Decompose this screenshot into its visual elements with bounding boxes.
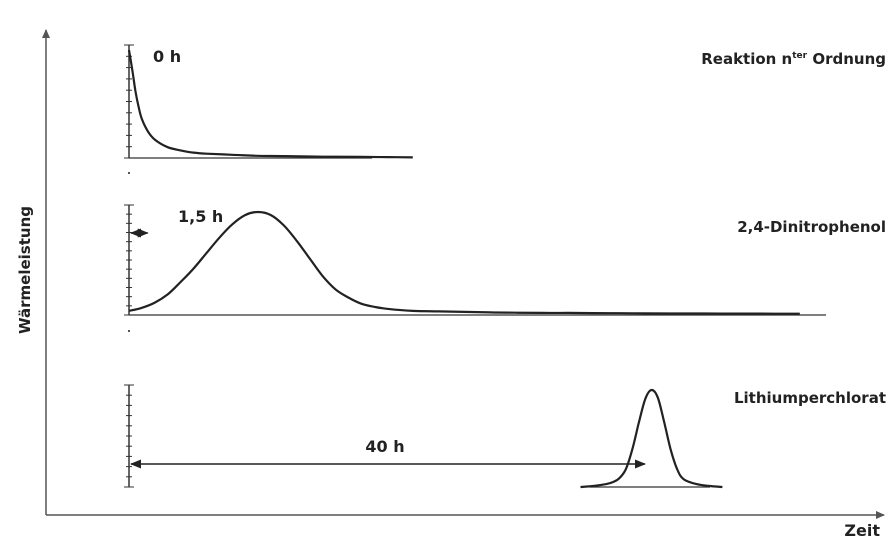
curve-nth-order: [127, 49, 413, 159]
panel-1-label-sup: ter: [792, 51, 807, 61]
panel-lithiumperchlorat: 40 h Lithiumperchlorat: [124, 384, 886, 489]
annotation-40h: 40 h: [365, 437, 404, 456]
curve-lithiumperchlorat: [580, 388, 723, 489]
annotation-0h: 0 h: [153, 47, 181, 66]
panel-dinitrophenol: 1,5 h 2,4-Dinitrophenol: [124, 204, 886, 332]
panel-2-label: 2,4-Dinitrophenol: [737, 218, 886, 236]
panel-2-dot: [128, 330, 130, 332]
panel-1-label: Reaktion nter Ordnung: [701, 50, 886, 68]
curve-dinitrophenol: [128, 210, 800, 315]
y-axis-label: Wärmeleistung: [16, 206, 34, 334]
annotation-1-5h: 1,5 h: [178, 207, 223, 226]
panel-1-label-tail: Ordnung: [807, 50, 886, 68]
panel-nth-order: 0 h Reaktion nter Ordnung: [124, 44, 886, 174]
panel-1-label-main: Reaktion n: [701, 50, 792, 68]
panel-3-label: Lithiumperchlorat: [734, 389, 886, 407]
x-axis-label: Zeit: [844, 521, 880, 540]
panel-1-dot: [128, 172, 130, 174]
